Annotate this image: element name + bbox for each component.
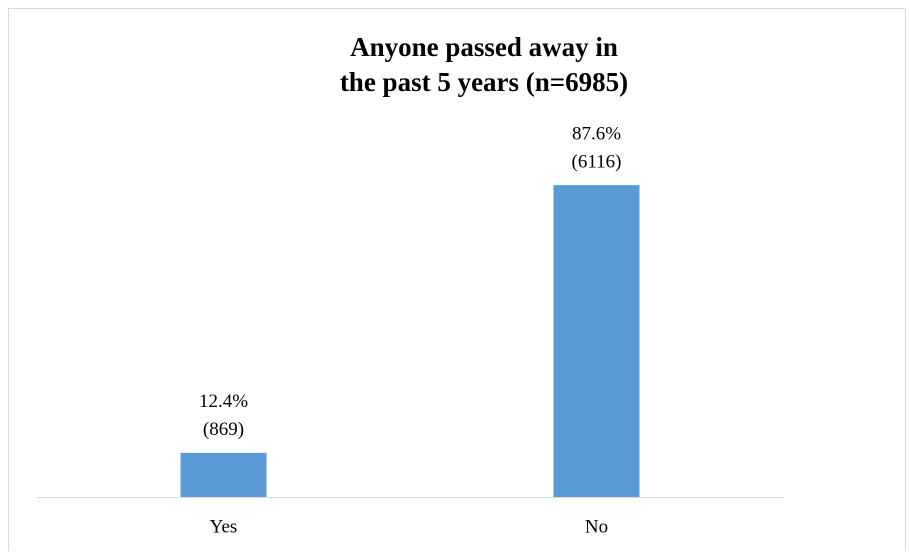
- count-label: (6116): [572, 152, 622, 173]
- x-tick-label: No: [585, 516, 608, 537]
- chart-title: the past 5 years (n=6985): [340, 67, 628, 97]
- bar: [553, 185, 640, 498]
- chart-frame: [8, 8, 906, 556]
- chart-title: Anyone passed away in: [350, 32, 618, 62]
- value-label: 87.6%: [572, 124, 621, 145]
- bar: [180, 452, 267, 497]
- count-label: (869): [203, 419, 244, 440]
- x-tick-label: Yes: [210, 516, 238, 537]
- value-label: 12.4%: [199, 391, 248, 412]
